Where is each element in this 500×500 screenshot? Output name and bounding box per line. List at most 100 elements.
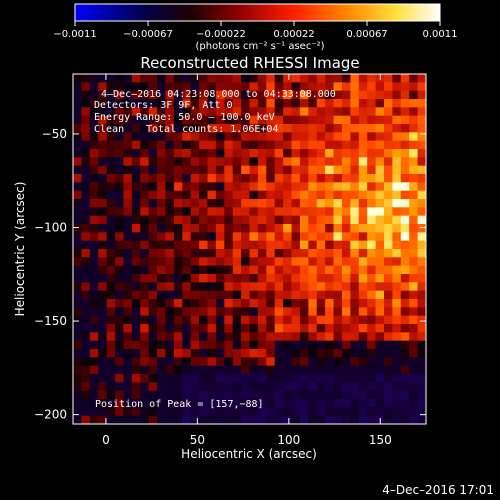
heatmap-cell bbox=[383, 307, 393, 317]
heatmap-cell bbox=[165, 390, 175, 400]
heatmap-cell bbox=[207, 290, 217, 300]
heatmap-cell bbox=[417, 399, 426, 408]
heatmap-cell bbox=[215, 249, 225, 258]
heatmap-cell bbox=[383, 90, 393, 100]
heatmap-cell bbox=[316, 90, 326, 100]
heatmap-cell bbox=[232, 274, 242, 283]
heatmap-cell bbox=[333, 324, 343, 333]
y-tick-label: −200 bbox=[34, 408, 67, 422]
heatmap-cell bbox=[224, 115, 234, 125]
heatmap-cell bbox=[299, 290, 309, 300]
heatmap-cell bbox=[291, 349, 301, 358]
heatmap-cell bbox=[417, 207, 426, 217]
heatmap-cell bbox=[115, 340, 125, 350]
heatmap-cell bbox=[350, 207, 360, 217]
heatmap-cell bbox=[157, 249, 167, 258]
heatmap-cell bbox=[157, 107, 167, 117]
heatmap-cell bbox=[409, 157, 419, 167]
heatmap-cell bbox=[400, 365, 410, 375]
heatmap-cell bbox=[291, 207, 301, 217]
heatmap-cell bbox=[266, 340, 276, 350]
heatmap-cell bbox=[157, 307, 167, 317]
heatmap-cell bbox=[81, 232, 91, 242]
heatmap-cell bbox=[182, 257, 192, 267]
heatmap-cell bbox=[131, 99, 141, 108]
heatmap-cell bbox=[148, 390, 158, 400]
heatmap-cell bbox=[299, 82, 309, 92]
heatmap-cell bbox=[165, 374, 175, 383]
heatmap-cell bbox=[73, 140, 82, 150]
heatmap-cell bbox=[173, 215, 183, 225]
heatmap-cell bbox=[274, 132, 284, 142]
heatmap-cell bbox=[215, 365, 225, 375]
heatmap-cell bbox=[115, 157, 125, 167]
heatmap-cell bbox=[215, 407, 225, 417]
heatmap-cell bbox=[199, 124, 209, 133]
heatmap-cell bbox=[165, 407, 175, 417]
heatmap-cell bbox=[148, 382, 158, 392]
heatmap-cell bbox=[207, 324, 217, 333]
heatmap-cell bbox=[409, 324, 419, 333]
heatmap-cell bbox=[73, 82, 82, 92]
heatmap-cell bbox=[257, 340, 267, 350]
heatmap-cell bbox=[106, 382, 116, 392]
heatmap-cell bbox=[367, 257, 377, 267]
heatmap-cell bbox=[400, 199, 410, 208]
heatmap-cell bbox=[81, 315, 91, 325]
heatmap-cell bbox=[383, 240, 393, 250]
heatmap-cell bbox=[199, 99, 209, 108]
heatmap-cell bbox=[274, 240, 284, 250]
heatmap-cell bbox=[207, 399, 217, 408]
heatmap-cell bbox=[341, 157, 351, 167]
heatmap-cell bbox=[190, 215, 200, 225]
heatmap-image bbox=[73, 74, 426, 424]
heatmap-cell bbox=[98, 107, 108, 117]
heatmap-cell bbox=[123, 190, 133, 200]
heatmap-cell bbox=[383, 165, 393, 175]
heatmap-cell bbox=[392, 215, 402, 225]
heatmap-cell bbox=[73, 240, 82, 250]
heatmap-cell bbox=[249, 274, 259, 283]
heatmap-cell bbox=[173, 224, 183, 233]
heatmap-cell bbox=[190, 82, 200, 92]
heatmap-cell bbox=[241, 149, 251, 158]
heatmap-cell bbox=[392, 232, 402, 242]
heatmap-cell bbox=[215, 124, 225, 133]
heatmap-cell bbox=[123, 390, 133, 400]
heatmap-cell bbox=[131, 374, 141, 383]
heatmap-cell bbox=[140, 99, 150, 108]
heatmap-cell bbox=[249, 265, 259, 275]
heatmap-cell bbox=[316, 224, 326, 233]
heatmap-cell bbox=[257, 382, 267, 392]
heatmap-cell bbox=[350, 224, 360, 233]
heatmap-cell bbox=[316, 174, 326, 183]
heatmap-cell bbox=[400, 74, 410, 83]
heatmap-cell bbox=[383, 132, 393, 142]
heatmap-cell bbox=[140, 315, 150, 325]
heatmap-cell bbox=[190, 282, 200, 292]
heatmap-cell bbox=[115, 274, 125, 283]
heatmap-cell bbox=[249, 374, 259, 383]
heatmap-cell bbox=[392, 357, 402, 367]
heatmap-cell bbox=[182, 207, 192, 217]
colorbar-tick-label: −0.00022 bbox=[196, 29, 246, 40]
heatmap-cell bbox=[257, 199, 267, 208]
heatmap-cell bbox=[157, 149, 167, 158]
heatmap-cell bbox=[249, 315, 259, 325]
heatmap-cell bbox=[400, 349, 410, 358]
heatmap-cell bbox=[375, 124, 385, 133]
heatmap-cell bbox=[199, 132, 209, 142]
heatmap-cell bbox=[81, 374, 91, 383]
heatmap-cell bbox=[81, 215, 91, 225]
heatmap-cell bbox=[207, 207, 217, 217]
heatmap-cell bbox=[308, 349, 318, 358]
heatmap-cell bbox=[283, 257, 293, 267]
heatmap-cell bbox=[383, 382, 393, 392]
heatmap-cell bbox=[224, 149, 234, 158]
heatmap-cell bbox=[283, 115, 293, 125]
heatmap-cell bbox=[291, 382, 301, 392]
heatmap-cell bbox=[400, 340, 410, 350]
heatmap-cell bbox=[224, 390, 234, 400]
heatmap-cell bbox=[81, 207, 91, 217]
heatmap-cell bbox=[283, 149, 293, 158]
